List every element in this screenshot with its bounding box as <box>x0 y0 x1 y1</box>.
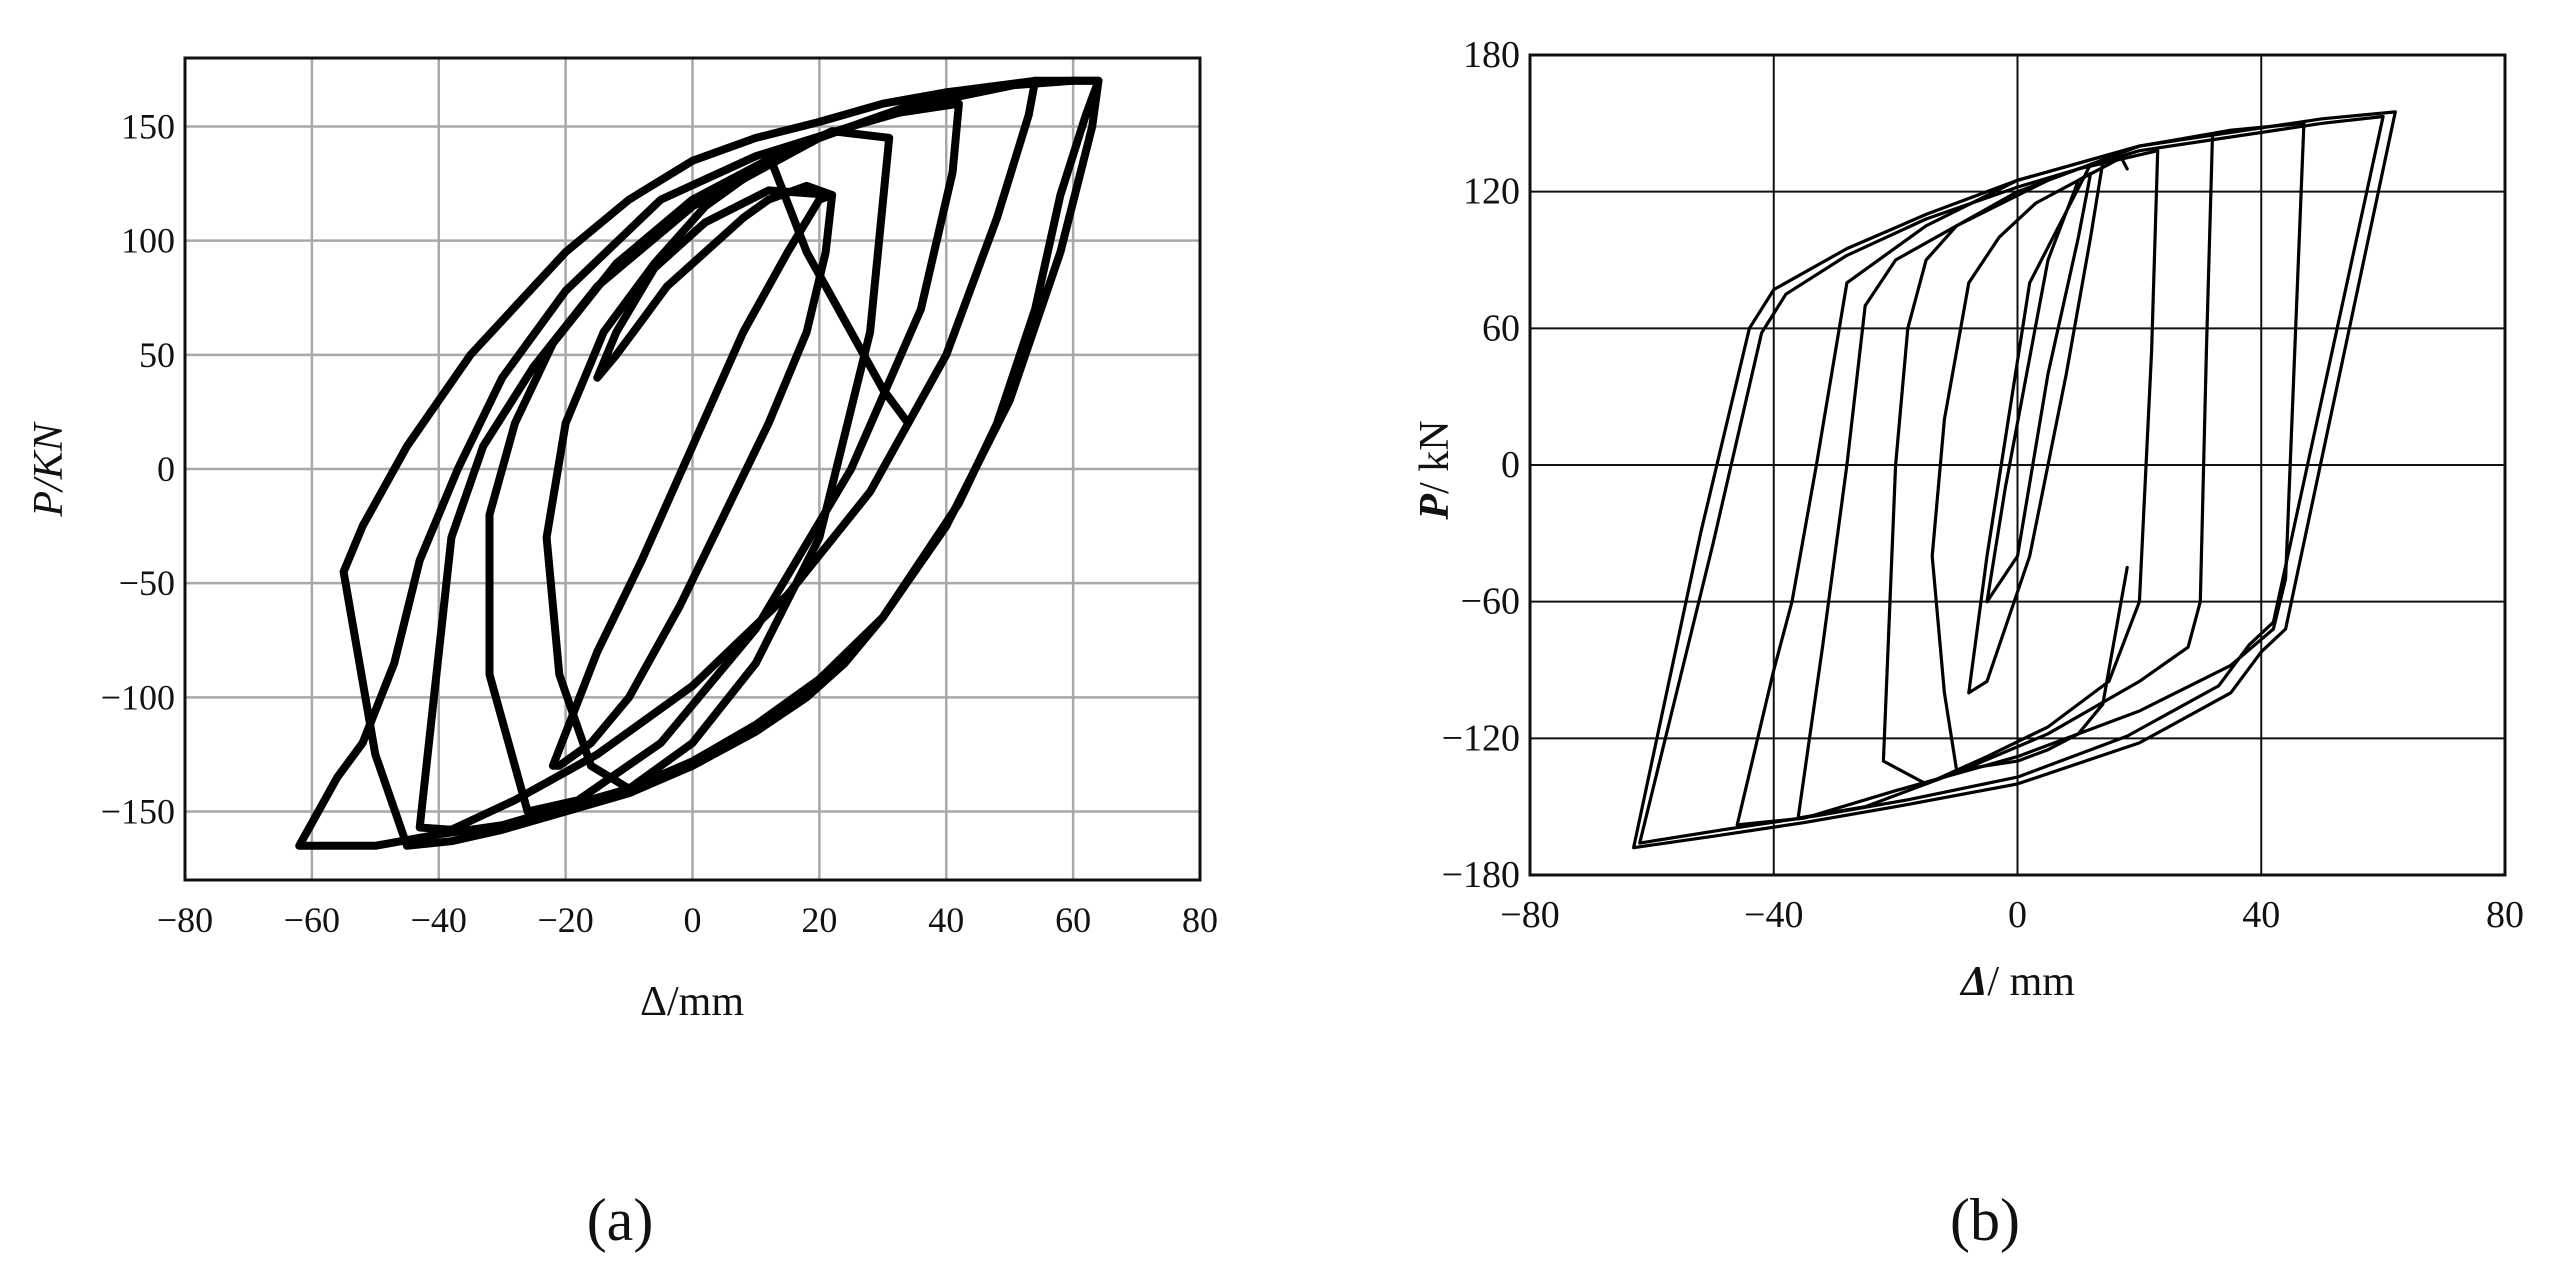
panel-label: (b) <box>1950 1187 2020 1253</box>
y-tick-label: −150 <box>101 792 175 832</box>
y-axis-unit: / kN <box>1412 420 1458 494</box>
x-tick-label: 80 <box>1182 900 1218 940</box>
y-tick-label: 0 <box>1501 444 1520 486</box>
hysteresis-loop-7 <box>1632 110 2397 850</box>
x-tick-label: 40 <box>928 900 964 940</box>
hysteresis-loop-7 <box>295 76 1103 850</box>
x-axis-unit: / mm <box>1987 959 2075 1005</box>
y-tick-label: 60 <box>1482 307 1520 349</box>
chart-b: −80 −40 0 40 80 −180 −120 −60 0 60 120 180 (b) Δ/ mm P… <box>1412 34 2524 1253</box>
plot-frame <box>1528 53 2507 877</box>
x-tick-label: 80 <box>2486 894 2524 936</box>
hysteresis-loop-5 <box>1796 133 2215 820</box>
plot-frame <box>183 56 1202 882</box>
chart-a: −80 −60 −40 −20 0 20 40 60 80 −150 −100 −50 0 50 100 15… <box>26 56 1218 1253</box>
x-tick-label: −60 <box>284 900 340 940</box>
x-tick-label: 0 <box>2008 894 2027 936</box>
x-tick-label: 0 <box>684 900 702 940</box>
hysteresis-loop-2 <box>593 181 837 382</box>
x-axis-label: Δ/mm <box>640 979 744 1025</box>
y-tick-label: 120 <box>1463 171 1520 213</box>
x-tick-label: −80 <box>157 900 213 940</box>
x-tick-label: −20 <box>537 900 593 940</box>
hysteresis-loop-6 <box>1735 121 2306 827</box>
x-tick-label: 40 <box>2242 894 2280 936</box>
hysteresis-loop-4 <box>485 99 963 816</box>
y-tick-label: −50 <box>119 563 175 603</box>
hysteresis-loop-3 <box>1930 155 2129 772</box>
x-tick-label: −40 <box>1744 894 1803 936</box>
y-axis-symbol: P <box>1412 494 1458 521</box>
y-tick-label: 180 <box>1463 34 1520 76</box>
hysteresis-loop-8 <box>1638 114 2385 845</box>
y-tick-label: 150 <box>121 107 175 147</box>
x-tick-label: −40 <box>411 900 467 940</box>
x-tick-label: 20 <box>801 900 837 940</box>
x-tick-label: −80 <box>1500 894 1559 936</box>
hysteresis-loop-1 <box>1985 171 2093 604</box>
y-tick-label: 50 <box>139 335 175 375</box>
x-axis-label: Δ/ mm <box>1959 959 2075 1005</box>
y-tick-label: −100 <box>101 677 175 717</box>
y-axis-label: P/ kN <box>1412 420 1458 520</box>
y-tick-label: 100 <box>121 221 175 261</box>
y-tick-label: −180 <box>1442 854 1520 896</box>
y-tick-label: 0 <box>157 449 175 489</box>
panel-label: (a) <box>587 1187 654 1253</box>
hysteresis-loop-1 <box>548 191 837 770</box>
hysteresis-loop-8 <box>764 149 913 428</box>
hysteresis-loop-2 <box>1967 160 2105 695</box>
y-tick-label: −120 <box>1442 717 1520 759</box>
hysteresis-loop-4 <box>1881 149 2160 786</box>
y-axis-label: P/KN <box>26 421 72 517</box>
y-tick-label: −60 <box>1461 581 1520 623</box>
x-tick-label: 60 <box>1055 900 1091 940</box>
x-axis-symbol: Δ <box>1959 959 1987 1005</box>
